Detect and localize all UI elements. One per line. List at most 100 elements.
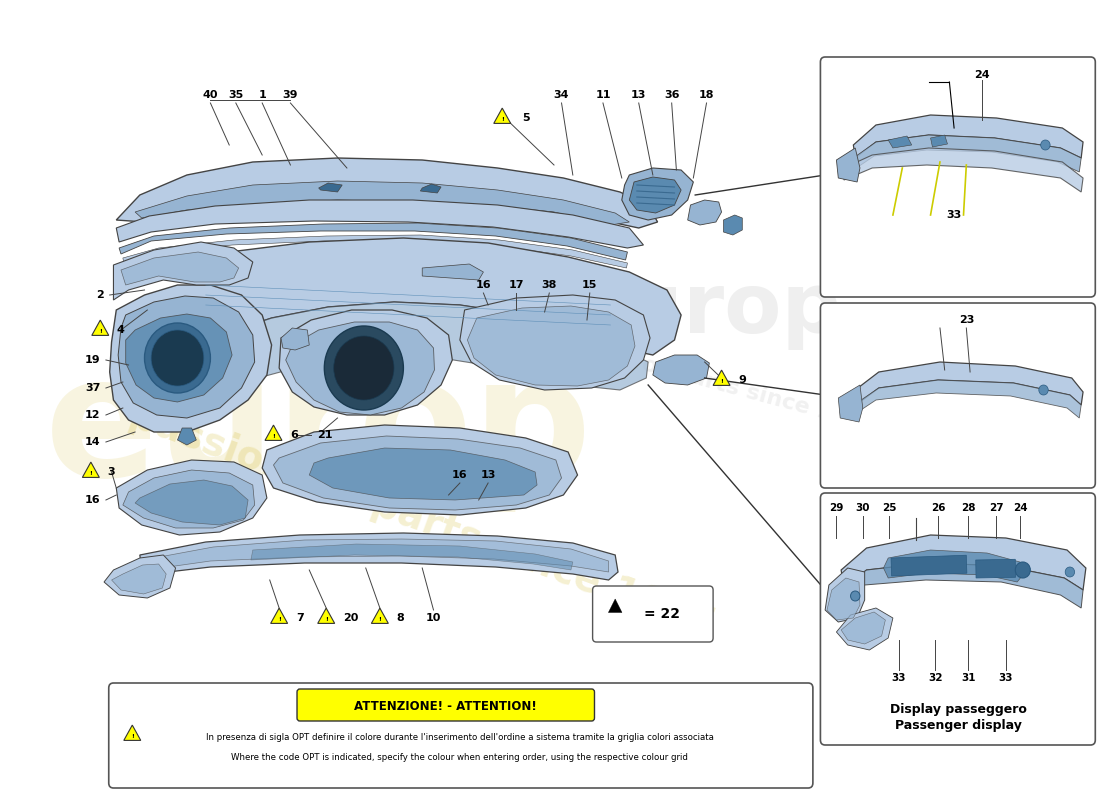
Polygon shape (318, 608, 334, 623)
Text: 15: 15 (582, 280, 597, 290)
Polygon shape (842, 535, 1086, 590)
Text: 24: 24 (975, 70, 990, 80)
Text: 10: 10 (426, 613, 441, 623)
Text: 16: 16 (475, 280, 492, 290)
Circle shape (850, 591, 860, 601)
Polygon shape (82, 462, 99, 478)
Polygon shape (838, 385, 862, 422)
FancyBboxPatch shape (821, 57, 1096, 297)
FancyBboxPatch shape (821, 303, 1096, 488)
Polygon shape (944, 75, 955, 86)
Polygon shape (118, 296, 255, 418)
Circle shape (1015, 562, 1031, 578)
Text: 16: 16 (85, 495, 100, 505)
Bar (976, 559, 1015, 578)
Text: 7: 7 (296, 613, 304, 623)
Text: 18: 18 (698, 90, 714, 100)
Text: europ: europ (45, 349, 593, 511)
Polygon shape (653, 355, 710, 385)
Circle shape (1041, 140, 1050, 150)
Text: !: ! (89, 471, 92, 476)
Text: 33: 33 (999, 673, 1013, 683)
Text: !: ! (500, 118, 504, 122)
Text: 23: 23 (958, 315, 974, 325)
Text: 32: 32 (928, 673, 943, 683)
Text: 14: 14 (85, 437, 100, 447)
Polygon shape (168, 302, 648, 420)
Polygon shape (844, 148, 1084, 192)
Polygon shape (117, 460, 267, 535)
Circle shape (1038, 385, 1048, 395)
Text: !: ! (378, 618, 382, 622)
FancyBboxPatch shape (593, 586, 713, 642)
Polygon shape (827, 578, 860, 620)
Text: 11: 11 (595, 90, 610, 100)
Polygon shape (836, 608, 893, 650)
Text: !: ! (720, 379, 723, 384)
Polygon shape (119, 223, 627, 260)
Text: passion for parts since 1985: passion for parts since 1985 (530, 324, 879, 436)
Circle shape (151, 330, 204, 386)
Polygon shape (121, 252, 239, 285)
Polygon shape (280, 328, 309, 350)
Polygon shape (123, 235, 627, 268)
Text: 1: 1 (258, 90, 266, 100)
Text: Where the code OPT is indicated, specify the colour when entering order, using t: Where the code OPT is indicated, specify… (231, 754, 689, 762)
Polygon shape (629, 177, 681, 213)
Text: 31: 31 (961, 673, 976, 683)
Polygon shape (460, 295, 650, 390)
Polygon shape (420, 184, 441, 193)
Polygon shape (468, 306, 635, 386)
Bar (891, 555, 967, 576)
Text: ATTENZIONE! - ATTENTION!: ATTENZIONE! - ATTENTION! (354, 699, 537, 713)
Polygon shape (494, 108, 510, 123)
Text: Display passeggero: Display passeggero (890, 703, 1027, 717)
Text: 9: 9 (738, 375, 747, 385)
Text: 13: 13 (481, 470, 496, 480)
Polygon shape (621, 168, 693, 220)
Polygon shape (842, 563, 1084, 608)
Text: !: ! (277, 618, 280, 622)
Polygon shape (931, 135, 947, 147)
FancyBboxPatch shape (297, 689, 594, 721)
Polygon shape (279, 310, 452, 415)
Text: In presenza di sigla OPT definire il colore durante l'inserimento dell'ordine a : In presenza di sigla OPT definire il col… (206, 734, 714, 742)
Text: 38: 38 (541, 280, 557, 290)
Circle shape (333, 336, 394, 400)
Text: 26: 26 (931, 503, 945, 513)
Polygon shape (688, 200, 722, 225)
Polygon shape (911, 503, 922, 514)
Text: = 22: = 22 (645, 607, 680, 621)
Text: Passenger display: Passenger display (895, 718, 1022, 731)
Polygon shape (854, 115, 1084, 158)
Text: 33: 33 (891, 673, 905, 683)
Polygon shape (135, 480, 249, 525)
Polygon shape (883, 550, 1023, 582)
Text: europ: europ (568, 270, 842, 350)
Polygon shape (271, 608, 287, 623)
Polygon shape (117, 158, 658, 228)
Polygon shape (251, 544, 573, 570)
Polygon shape (123, 470, 255, 528)
Text: 8: 8 (397, 613, 405, 623)
Polygon shape (319, 183, 342, 192)
Text: 21: 21 (317, 430, 332, 440)
Text: 30: 30 (856, 503, 870, 513)
Circle shape (1065, 567, 1075, 577)
Text: 25: 25 (882, 503, 896, 513)
Text: !: ! (99, 330, 101, 334)
Polygon shape (262, 425, 578, 515)
Text: 28: 28 (961, 503, 976, 513)
Text: 20: 20 (343, 613, 359, 623)
Polygon shape (104, 555, 176, 598)
Text: 5: 5 (522, 113, 529, 123)
Polygon shape (177, 428, 196, 445)
Polygon shape (372, 608, 388, 623)
Polygon shape (274, 436, 561, 510)
Text: 3: 3 (107, 467, 114, 477)
Polygon shape (855, 362, 1084, 405)
Polygon shape (113, 242, 253, 300)
Polygon shape (125, 314, 232, 402)
Text: 12: 12 (85, 410, 100, 420)
Text: 19: 19 (85, 355, 100, 365)
